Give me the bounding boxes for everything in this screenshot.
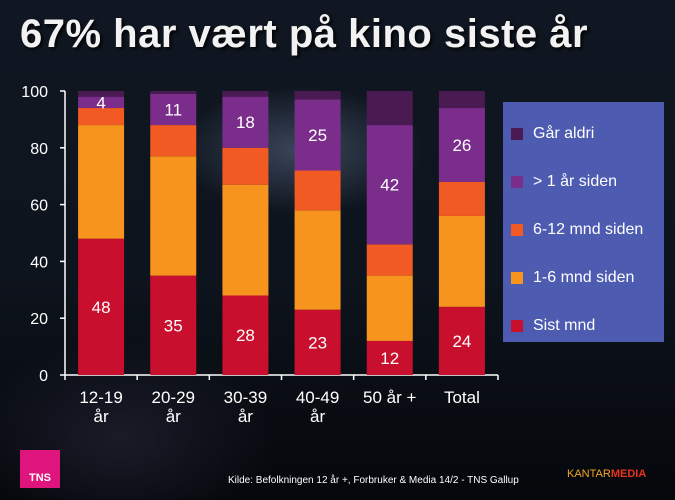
tns-logo: TNS: [20, 450, 60, 488]
bar-segment: [78, 108, 125, 126]
chart-legend: Går aldri > 1 år siden 6-12 mnd siden 1-6 m…: [503, 102, 664, 342]
legend-swatch: [511, 176, 523, 188]
bar-segment: [222, 184, 269, 296]
y-tick-label: 20: [30, 311, 48, 328]
bar-segment: [438, 181, 485, 216]
bar-segment: [294, 99, 341, 171]
bar-segment: [366, 275, 413, 341]
legend-item: 1-6 mnd siden: [511, 254, 664, 302]
bar-segment: [438, 91, 485, 109]
legend-swatch: [511, 224, 523, 236]
bar-segment: [294, 91, 341, 100]
legend-label: 6-12 mnd siden: [533, 221, 644, 238]
legend-label: Går aldri: [533, 125, 595, 142]
data-label: 4: [96, 93, 105, 112]
bar-segment: [150, 275, 197, 375]
legend-item: 6-12 mnd siden: [511, 206, 664, 254]
data-label: 35: [164, 316, 183, 335]
x-category-label: år: [94, 407, 109, 426]
data-label: 11: [164, 100, 182, 119]
x-category-label: 50 år +: [363, 388, 416, 407]
bar-segment: [294, 170, 341, 211]
bar-segment: [78, 91, 125, 97]
source-note: Kilde: Befolkningen 12 år +, Forbruker &…: [228, 475, 519, 486]
bar-segment: [78, 238, 125, 375]
bar-segment: [366, 340, 413, 375]
legend-swatch: [511, 320, 523, 332]
chart-title: 67% har vært på kino siste år: [20, 12, 589, 56]
bar-segment: [366, 91, 413, 126]
bar-segment: [294, 309, 341, 375]
bar-segment: [438, 306, 485, 375]
legend-label: > 1 år siden: [533, 173, 618, 190]
x-category-label: Total: [444, 388, 480, 407]
bar-segment: [222, 96, 269, 148]
legend-swatch: [511, 128, 523, 140]
bar-segment: [78, 125, 125, 239]
y-tick-label: 60: [30, 198, 48, 215]
data-label: 28: [236, 326, 255, 345]
x-category-label: år: [238, 407, 253, 426]
bar-segment: [438, 215, 485, 307]
data-label: 23: [308, 333, 327, 352]
bar-segment: [150, 125, 197, 157]
y-tick-label: 40: [30, 254, 48, 271]
legend-label: 1-6 mnd siden: [533, 269, 635, 286]
kantar-media-logo: KANTARMEDIA: [567, 468, 647, 480]
x-category-label: 40-49: [296, 388, 339, 407]
data-label: 18: [236, 113, 255, 132]
x-category-label: 20-29: [152, 388, 195, 407]
bar-segment: [366, 244, 413, 276]
x-category-label: år: [166, 407, 181, 426]
y-tick-label: 80: [30, 141, 48, 158]
legend-swatch: [511, 272, 523, 284]
legend-item: Sist mnd: [511, 302, 664, 350]
data-label: 25: [308, 126, 327, 145]
x-category-label: 12-19: [79, 388, 122, 407]
bar-segment: [222, 91, 269, 97]
x-category-label: år: [310, 407, 325, 426]
bar-segment: [150, 156, 197, 276]
bar-segment: [222, 147, 269, 185]
legend-item: Går aldri: [511, 110, 664, 158]
y-tick-label: 0: [39, 368, 48, 385]
data-label: 12: [380, 349, 399, 368]
bar-segment: [150, 93, 197, 126]
bar-segment: [78, 96, 125, 109]
x-category-label: 30-39: [224, 388, 267, 407]
y-tick-label: 100: [21, 84, 48, 101]
bar-segment: [294, 210, 341, 310]
data-label: 42: [380, 176, 399, 195]
bar-segment: [222, 295, 269, 375]
data-label: 48: [92, 298, 111, 317]
bar-segment: [366, 125, 413, 245]
bar-segment: [150, 91, 197, 94]
legend-label: Sist mnd: [533, 317, 596, 334]
data-label: 24: [452, 332, 471, 351]
legend-item: > 1 år siden: [511, 158, 664, 206]
bar-segment: [438, 108, 485, 182]
data-label: 26: [452, 136, 471, 155]
